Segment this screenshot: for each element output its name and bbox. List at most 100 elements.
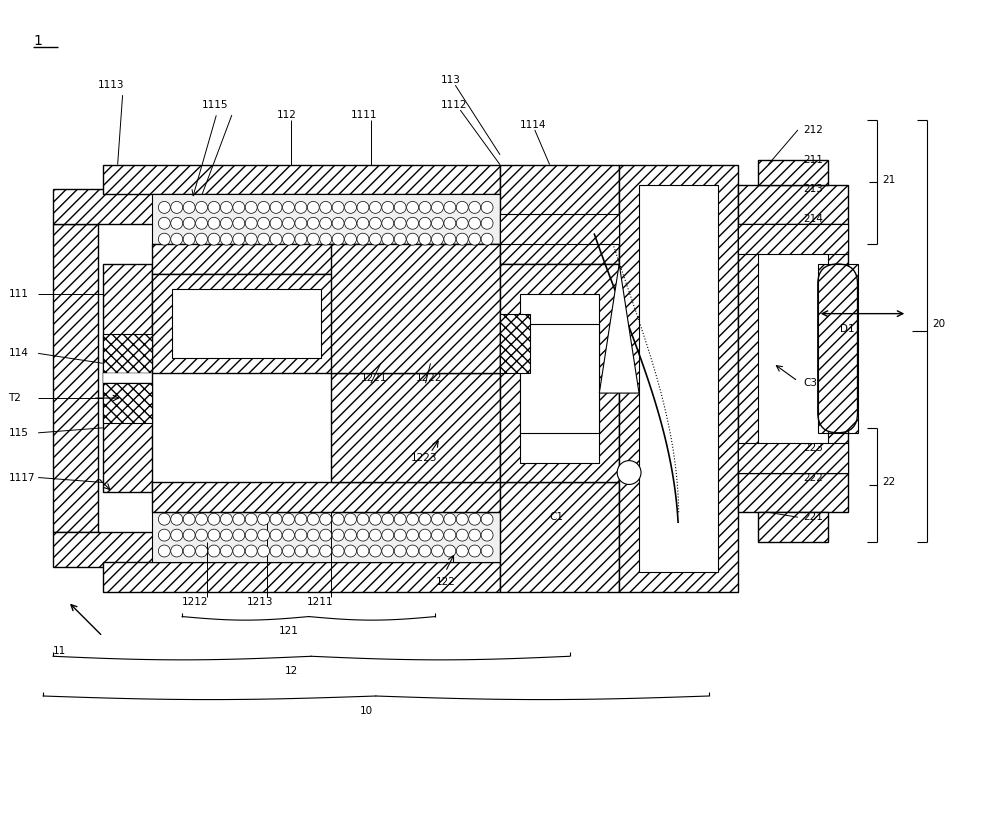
Circle shape	[394, 233, 406, 245]
Circle shape	[183, 233, 195, 245]
Circle shape	[382, 545, 394, 557]
Polygon shape	[599, 264, 639, 393]
Circle shape	[171, 513, 183, 525]
Bar	[738, 224, 848, 254]
Circle shape	[270, 217, 282, 229]
Circle shape	[233, 545, 245, 557]
Circle shape	[481, 513, 493, 525]
Bar	[520, 324, 599, 433]
Circle shape	[295, 529, 307, 541]
Circle shape	[444, 529, 456, 541]
Circle shape	[357, 545, 369, 557]
Text: 10: 10	[359, 706, 372, 716]
Circle shape	[183, 513, 195, 525]
Circle shape	[320, 217, 332, 229]
Bar	[53, 224, 98, 533]
Circle shape	[456, 545, 468, 557]
Circle shape	[481, 545, 493, 557]
Circle shape	[332, 545, 344, 557]
Circle shape	[407, 513, 419, 525]
Circle shape	[295, 513, 307, 525]
Text: C1: C1	[550, 512, 564, 522]
Bar	[758, 512, 828, 542]
Circle shape	[481, 529, 493, 541]
Text: 1222: 1222	[416, 373, 442, 383]
Circle shape	[196, 217, 208, 229]
Text: 114: 114	[8, 348, 28, 359]
Circle shape	[183, 545, 195, 557]
Text: 1113: 1113	[98, 80, 124, 90]
Circle shape	[407, 233, 419, 245]
Circle shape	[295, 545, 307, 557]
Bar	[500, 314, 530, 373]
Bar	[53, 533, 182, 567]
Text: 1223: 1223	[411, 453, 437, 463]
Text: 213: 213	[803, 185, 823, 194]
Bar	[152, 274, 500, 373]
Bar	[172, 289, 321, 359]
Text: 214: 214	[803, 215, 823, 224]
Bar	[500, 264, 619, 482]
Circle shape	[171, 545, 183, 557]
Bar	[103, 373, 152, 383]
Circle shape	[307, 513, 319, 525]
Circle shape	[307, 529, 319, 541]
Circle shape	[469, 513, 481, 525]
Text: 221: 221	[803, 512, 823, 522]
Text: 1111: 1111	[351, 110, 378, 120]
Circle shape	[345, 202, 356, 213]
Circle shape	[481, 217, 493, 229]
Circle shape	[320, 529, 332, 541]
Circle shape	[245, 545, 257, 557]
Circle shape	[295, 202, 307, 213]
Circle shape	[369, 513, 381, 525]
Circle shape	[431, 217, 443, 229]
Text: 1114: 1114	[520, 120, 546, 130]
Circle shape	[444, 217, 456, 229]
Circle shape	[444, 513, 456, 525]
Circle shape	[258, 202, 270, 213]
Circle shape	[245, 529, 257, 541]
Text: 12: 12	[285, 666, 298, 676]
Circle shape	[419, 545, 431, 557]
Circle shape	[233, 202, 245, 213]
Circle shape	[158, 202, 170, 213]
Bar	[103, 383, 152, 423]
Circle shape	[369, 529, 381, 541]
Bar	[152, 512, 500, 562]
Circle shape	[444, 545, 456, 557]
Circle shape	[258, 513, 270, 525]
Circle shape	[469, 233, 481, 245]
Circle shape	[158, 233, 170, 245]
Text: 222: 222	[803, 472, 823, 482]
Circle shape	[196, 545, 208, 557]
Circle shape	[196, 513, 208, 525]
Circle shape	[307, 202, 319, 213]
Text: 1115: 1115	[202, 100, 229, 110]
Bar	[331, 373, 500, 482]
Circle shape	[208, 529, 220, 541]
Circle shape	[282, 202, 294, 213]
Bar	[818, 264, 858, 433]
Text: 223: 223	[803, 443, 823, 453]
Circle shape	[345, 545, 356, 557]
Bar	[103, 373, 152, 383]
Text: 115: 115	[8, 428, 28, 438]
Text: 20: 20	[932, 319, 945, 328]
Circle shape	[220, 233, 232, 245]
Circle shape	[444, 233, 456, 245]
Circle shape	[407, 202, 419, 213]
Circle shape	[196, 202, 208, 213]
Circle shape	[345, 233, 356, 245]
Circle shape	[220, 202, 232, 213]
Circle shape	[332, 529, 344, 541]
Text: 1117: 1117	[8, 472, 35, 482]
Circle shape	[245, 513, 257, 525]
Circle shape	[233, 529, 245, 541]
Bar	[639, 185, 718, 572]
Circle shape	[233, 217, 245, 229]
Circle shape	[469, 217, 481, 229]
Circle shape	[456, 529, 468, 541]
Text: C3: C3	[803, 378, 817, 388]
Circle shape	[456, 233, 468, 245]
